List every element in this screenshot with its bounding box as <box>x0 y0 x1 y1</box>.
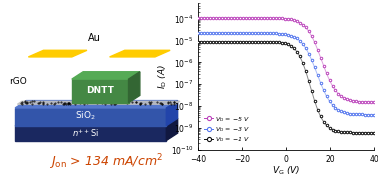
Legend: $V_{\mathrm{D}}$ = −5 V, $V_{\mathrm{D}}$ = −3 V, $V_{\mathrm{D}}$ = −1 V: $V_{\mathrm{D}}$ = −5 V, $V_{\mathrm{D}}… <box>203 114 251 145</box>
X-axis label: $V_{\mathrm{G}}$ (V): $V_{\mathrm{G}}$ (V) <box>272 165 301 174</box>
Text: rGO: rGO <box>9 77 27 86</box>
Polygon shape <box>72 79 129 103</box>
Polygon shape <box>72 72 140 79</box>
Polygon shape <box>15 126 166 141</box>
Text: $J_{\mathrm{on}}$ > 134 mA/cm$^2$: $J_{\mathrm{on}}$ > 134 mA/cm$^2$ <box>49 153 163 172</box>
Polygon shape <box>110 50 170 57</box>
Polygon shape <box>166 101 178 126</box>
Text: $n^{++}$Si: $n^{++}$Si <box>71 127 99 139</box>
Text: SiO$_2$: SiO$_2$ <box>74 109 96 122</box>
Polygon shape <box>15 108 166 126</box>
Text: DNTT: DNTT <box>86 86 114 96</box>
Y-axis label: $I_{\mathrm{D}}$ (A): $I_{\mathrm{D}}$ (A) <box>157 64 169 89</box>
Text: Au: Au <box>88 33 101 43</box>
Polygon shape <box>28 50 87 57</box>
Polygon shape <box>15 101 178 108</box>
Polygon shape <box>17 101 180 104</box>
Polygon shape <box>129 72 140 103</box>
Polygon shape <box>166 118 178 141</box>
Polygon shape <box>15 118 178 126</box>
